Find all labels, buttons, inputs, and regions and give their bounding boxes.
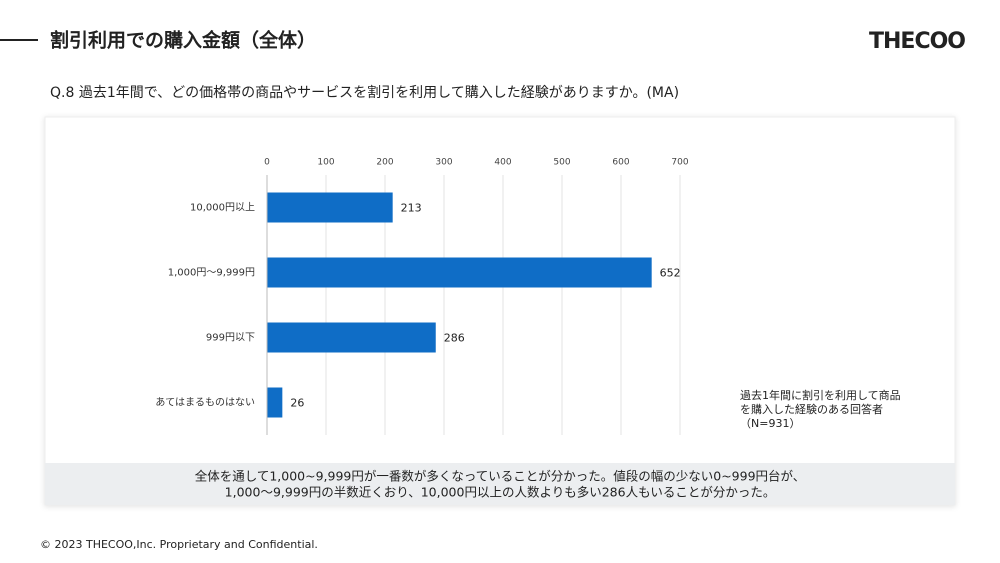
footer: © 2023 THECOO,Inc. Proprietary and Confi…	[40, 538, 318, 551]
y-tick-label: あてはまるものはない	[155, 397, 255, 409]
data-label: 26	[290, 397, 304, 410]
summary-line: 全体を通して1,000~9,999円が一番数が多くなっていることが分かった。値段…	[195, 469, 806, 484]
bar	[267, 192, 393, 223]
summary-box	[45, 463, 955, 505]
data-label: 213	[401, 202, 422, 215]
y-tick-label: 999円以下	[206, 333, 255, 344]
bar	[267, 322, 436, 353]
chart-card	[44, 116, 956, 506]
x-tick-label: 500	[553, 158, 570, 168]
bar	[267, 387, 283, 418]
data-label: 286	[444, 332, 465, 345]
question: Q.8 過去1年間で、どの価格帯の商品やサービスを割引を利用して購入した経験があ…	[50, 84, 679, 101]
x-tick-label: 100	[317, 158, 334, 168]
x-tick-label: 200	[376, 158, 393, 168]
logo: THECOO	[869, 29, 965, 54]
y-tick-label: 1,000円〜9,999円	[168, 268, 255, 279]
x-tick-label: 400	[494, 158, 511, 168]
annotation: を購入した経験のある回答者	[740, 402, 883, 416]
y-tick-label: 10,000円以上	[190, 202, 255, 214]
annotation: 過去1年間に割引を利用して商品	[740, 388, 901, 402]
x-tick-label: 700	[671, 158, 688, 168]
summary-line: 1,000〜9,999円の半数近くおり、10,000円以上の人数よりも多い286…	[225, 485, 776, 500]
bar	[267, 257, 652, 288]
x-tick-label: 0	[264, 158, 270, 168]
data-label: 652	[660, 267, 681, 280]
x-tick-label: 300	[435, 158, 452, 168]
slide-title: 割引利用での購入金額（全体）	[50, 29, 316, 52]
annotation: （N=931）	[740, 417, 800, 430]
x-tick-label: 600	[612, 158, 629, 168]
